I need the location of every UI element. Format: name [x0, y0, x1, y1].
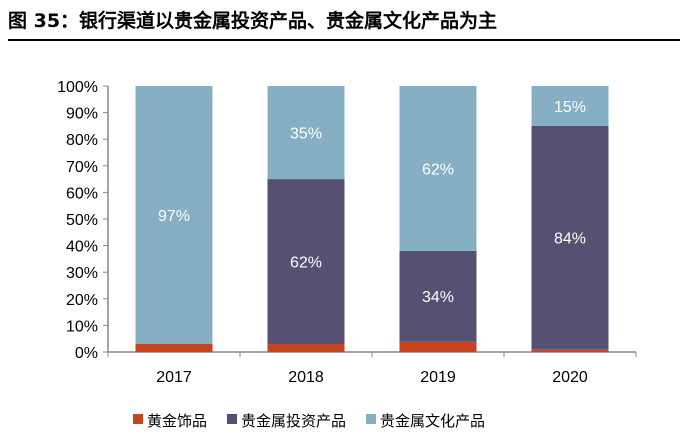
y-tick-label: 50% [66, 212, 98, 229]
y-tick-label: 70% [66, 159, 98, 176]
y-tick-label: 40% [66, 239, 98, 256]
data-label: 34% [422, 289, 454, 306]
legend-label: 黄金饰品 [147, 412, 207, 430]
y-tick-label: 0% [75, 345, 98, 362]
y-tick-label: 90% [66, 106, 98, 123]
bar-segment [399, 341, 477, 352]
data-label: 97% [158, 208, 190, 225]
bar-segment [267, 344, 345, 352]
legend-swatch [366, 414, 377, 424]
data-label: 15% [554, 99, 586, 116]
y-tick-label: 20% [66, 292, 98, 309]
y-tick-label: 30% [66, 265, 98, 282]
x-tick-label: 2019 [420, 369, 456, 386]
y-tick-label: 60% [66, 185, 98, 202]
legend-label: 贵金属投资产品 [241, 412, 346, 430]
x-tick-label: 2017 [156, 369, 192, 386]
bar-segment [531, 86, 609, 126]
x-tick-label: 2018 [288, 369, 324, 386]
data-label: 84% [554, 231, 586, 248]
bar-segment [267, 86, 345, 180]
bar-segment [399, 86, 477, 251]
data-label: 62% [290, 255, 322, 272]
bar-segment [135, 344, 213, 352]
bar-segment [135, 86, 213, 345]
x-tick-label: 2020 [552, 369, 588, 386]
y-tick-label: 80% [66, 132, 98, 149]
data-label: 35% [290, 126, 322, 143]
title-divider [8, 39, 680, 41]
y-tick-label: 100% [57, 79, 98, 96]
legend-label: 贵金属文化产品 [380, 412, 485, 430]
legend-swatch [227, 414, 238, 424]
legend-swatch [133, 414, 143, 424]
bar-segment [267, 179, 345, 345]
bar-segment [531, 125, 609, 350]
chart-title: 图 35：银行渠道以贵金属投资产品、贵金属文化产品为主 [8, 10, 498, 32]
y-tick-label: 10% [66, 318, 98, 335]
bar-segment [531, 349, 609, 352]
data-label: 62% [422, 161, 454, 178]
bar-segment [399, 250, 477, 342]
